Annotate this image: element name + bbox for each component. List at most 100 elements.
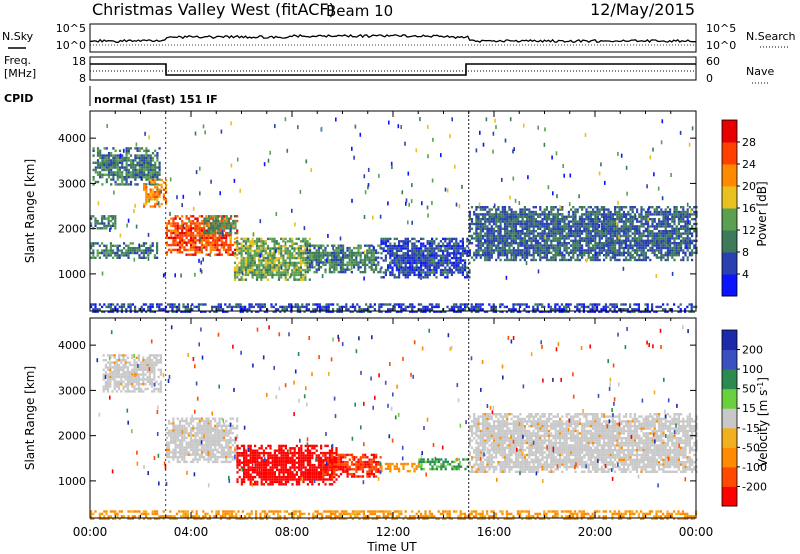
power-colorbar: 4 8 12 16 20 24 28 <box>721 119 756 297</box>
velocity-region-0 <box>102 354 162 393</box>
power-region-9 <box>468 206 698 262</box>
y-tick-label: 3000 <box>58 177 86 190</box>
power-colorbar-tick-label: 24 <box>742 158 756 171</box>
velocity-colorbar-tick-label: -100 <box>742 461 767 474</box>
power-colorbar-segment <box>722 208 737 231</box>
power-region-7 <box>304 244 382 274</box>
nave-label: Nave <box>746 65 774 78</box>
power-region-8 <box>380 237 471 279</box>
power-colorbar-segment <box>722 186 737 209</box>
power-y-axis-label: Slant Range [km] <box>23 159 37 263</box>
y-tick-label: 2000 <box>58 223 86 236</box>
velocity-colorbar-segment <box>722 486 737 507</box>
velocity-heatmap <box>90 318 698 520</box>
velocity-region-7 <box>90 510 698 520</box>
power-colorbar-segment <box>722 142 737 165</box>
x-tick-label: 00:00 <box>73 525 108 539</box>
freq-left-unit: [MHz] <box>4 67 36 80</box>
freq-trace <box>90 63 696 76</box>
velocity-colorbar-tick-label: -200 <box>742 480 767 493</box>
velocity-region-4 <box>380 462 420 473</box>
noise-sky-trace <box>90 33 697 44</box>
power-region-3 <box>90 242 159 259</box>
beam-label: Beam 10 <box>326 2 393 20</box>
velocity-y-axis-label: Slant Range [km] <box>23 366 37 470</box>
velocity-colorbar: 200 100 50 15 -15 -50 -100 -200 <box>721 329 767 507</box>
power-colorbar-segment <box>722 164 737 187</box>
power-region-0 <box>92 147 161 186</box>
x-tick-label: 04:00 <box>174 525 209 539</box>
station-title: Christmas Valley West (fitACF) <box>92 0 335 19</box>
x-tick-label: 16:00 <box>477 525 512 539</box>
y-tick-label: 1000 <box>58 475 86 488</box>
velocity-colorbar-tick-label: 100 <box>742 363 763 376</box>
velocity-panel-frame <box>89 317 697 519</box>
noise-panel-frame <box>89 23 697 53</box>
freq-left-label: Freq. <box>4 54 31 67</box>
y-tick-label: 4000 <box>58 339 86 352</box>
power-region-2 <box>90 215 117 230</box>
power-region-6 <box>233 237 311 281</box>
cpid-text: normal (fast) 151 IF <box>94 93 218 106</box>
x-tick-label: 08:00 <box>275 525 310 539</box>
cpid-label: CPID <box>4 92 33 105</box>
velocity-scatter <box>96 325 689 488</box>
velocity-colorbar-tick-label: 50 <box>742 383 756 396</box>
velocity-colorbar-label: Velocity [m s-1] <box>756 377 771 467</box>
noise-left-tick-bottom: 10^0 <box>56 39 86 52</box>
x-tick-label: 20:00 <box>578 525 613 539</box>
power-axes: 1000 2000 3000 4000 <box>58 111 697 311</box>
power-scatter <box>97 117 694 281</box>
freq-left-tick-bottom: 8 <box>79 72 86 85</box>
power-colorbar-segment <box>722 252 737 275</box>
power-colorbar-segment <box>722 120 737 143</box>
power-colorbar-tick-label: 28 <box>742 136 756 149</box>
velocity-colorbar-frame <box>721 329 738 507</box>
velocity-colorbar-segment <box>722 388 737 409</box>
power-region-1 <box>143 178 168 208</box>
velocity-colorbar-segment <box>722 466 737 487</box>
velocity-colorbar-segment <box>722 369 737 390</box>
x-tick-label: 00:00 <box>679 525 714 539</box>
velocity-colorbar-segment <box>722 349 737 370</box>
power-colorbar-tick-label: 4 <box>742 268 749 281</box>
noise-right-tick-bottom: 10^0 <box>706 39 736 52</box>
noise-left-label: N.Sky <box>2 30 34 43</box>
noise-right-tick-top: 10^5 <box>706 22 736 35</box>
freq-left-tick-top: 18 <box>72 55 86 68</box>
velocity-colorbar-tick-label: 200 <box>742 344 763 357</box>
noise-right-label: N.Search <box>746 30 796 43</box>
power-heatmap <box>90 111 698 313</box>
velocity-axes: 1000 2000 3000 4000 <box>58 318 697 518</box>
power-colorbar-label: Power [dB] <box>755 181 769 246</box>
velocity-colorbar-segment <box>722 330 737 351</box>
power-colorbar-tick-label: 16 <box>742 202 756 215</box>
velocity-colorbar-segment <box>722 408 737 429</box>
y-tick-label: 2000 <box>58 430 86 443</box>
date-label: 12/May/2015 <box>590 0 695 19</box>
velocity-colorbar-tick-label: -15 <box>742 422 760 435</box>
power-colorbar-tick-label: 8 <box>742 246 749 259</box>
y-tick-label: 3000 <box>58 384 86 397</box>
velocity-region-5 <box>418 458 469 471</box>
power-colorbar-segment <box>722 274 737 297</box>
velocity-region-6 <box>468 413 698 473</box>
power-colorbar-segment <box>722 230 737 253</box>
power-colorbar-tick-label: 20 <box>742 180 756 193</box>
velocity-colorbar-segment <box>722 427 737 448</box>
velocity-colorbar-tick-label: 15 <box>742 402 756 415</box>
x-tick-label: 12:00 <box>376 525 411 539</box>
time-axis-ticks: 00:00 04:00 08:00 12:00 16:00 20:00 00:00 <box>73 525 714 539</box>
velocity-colorbar-tick-label: -50 <box>742 441 760 454</box>
freq-right-tick-bottom: 0 <box>706 72 713 85</box>
x-axis-label: Time UT <box>366 540 417 554</box>
y-tick-label: 4000 <box>58 132 86 145</box>
noise-left-tick-top: 10^5 <box>56 22 86 35</box>
velocity-region-1 <box>165 417 239 464</box>
power-region-10 <box>90 303 698 313</box>
y-tick-label: 1000 <box>58 268 86 281</box>
power-region-5 <box>203 215 237 235</box>
velocity-colorbar-segment <box>722 447 737 468</box>
freq-right-tick-top: 60 <box>706 55 720 68</box>
